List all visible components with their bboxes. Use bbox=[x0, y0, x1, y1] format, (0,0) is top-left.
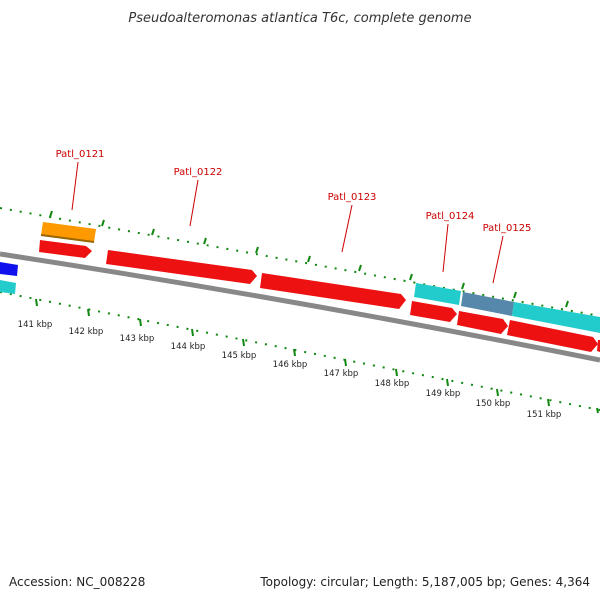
gene-label-0121[interactable]: Patl_0121 bbox=[56, 149, 105, 160]
scale-label: 144 kbp bbox=[171, 342, 206, 352]
scale-label: 150 kbp bbox=[476, 399, 511, 409]
feature-track bbox=[0, 222, 600, 352]
scale-label: 151 kbp bbox=[527, 410, 562, 420]
blue-feature[interactable] bbox=[0, 262, 18, 276]
map-title: Pseudoalteromonas atlantica T6c, complet… bbox=[128, 11, 471, 26]
upper-tick-track bbox=[0, 207, 600, 317]
steel-feature[interactable] bbox=[461, 292, 514, 316]
cyan-feature-0125[interactable] bbox=[512, 302, 600, 333]
scale-label: 148 kbp bbox=[375, 379, 410, 389]
cyan-feature-left[interactable] bbox=[0, 280, 16, 294]
gene-label-0122[interactable]: Patl_0122 bbox=[174, 167, 223, 178]
gene-label-0124[interactable]: Patl_0124 bbox=[426, 211, 475, 222]
gene-label-0125[interactable]: Patl_0125 bbox=[483, 223, 532, 234]
gene-arrow-0122[interactable] bbox=[106, 250, 257, 284]
lower-tick-track bbox=[0, 291, 600, 414]
genome-backbone bbox=[0, 251, 600, 363]
gene-arrow-0124[interactable] bbox=[410, 301, 457, 322]
accession-label: Accession: NC_008228 bbox=[9, 575, 145, 589]
gene-label-0123[interactable]: Patl_0123 bbox=[328, 192, 377, 203]
scale-label: 145 kbp bbox=[222, 351, 257, 361]
gene-arrow-0123[interactable] bbox=[260, 273, 406, 309]
scale-label: 147 kbp bbox=[324, 369, 359, 379]
genome-stats-label: Topology: circular; Length: 5,187,005 bp… bbox=[259, 575, 590, 589]
cyan-feature-0124[interactable] bbox=[414, 283, 461, 305]
scale-labels: 141 kbp 142 kbp 143 kbp 144 kbp 145 kbp … bbox=[18, 320, 562, 420]
gene-arrow-0125[interactable] bbox=[457, 311, 508, 334]
gene-arrow-next[interactable] bbox=[507, 320, 598, 352]
scale-label: 141 kbp bbox=[18, 320, 53, 330]
scale-label: 149 kbp bbox=[426, 389, 461, 399]
scale-label: 146 kbp bbox=[273, 360, 308, 370]
gene-arrow-edge[interactable] bbox=[597, 340, 600, 352]
gene-leader-lines bbox=[71, 161, 504, 284]
scale-label: 143 kbp bbox=[120, 334, 155, 344]
gene-arrow-0121[interactable] bbox=[39, 240, 92, 258]
scale-label: 142 kbp bbox=[69, 327, 104, 337]
orange-feature[interactable] bbox=[41, 222, 96, 242]
